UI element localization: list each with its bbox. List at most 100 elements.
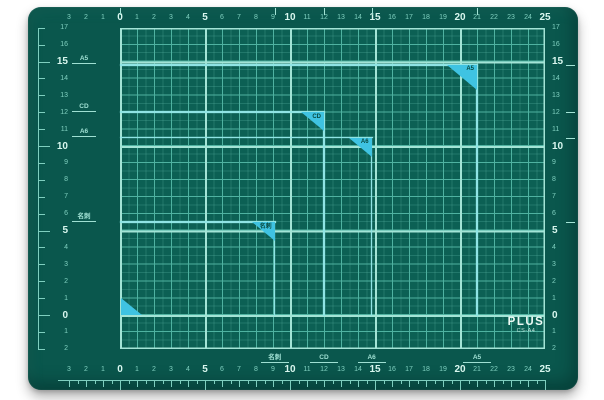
left-edge-ruler-tick: [38, 281, 45, 283]
bottom-edge-ruler-tick: [120, 380, 121, 390]
bottom-edge-ruler-tick: [94, 380, 96, 384]
bottom-edge-ruler-tick: [332, 380, 334, 384]
size-corner-triangle-label: 名刺: [259, 223, 272, 230]
left-edge-ruler-tick: [38, 61, 50, 63]
left-edge-ruler-tick: [38, 331, 45, 333]
bottom-ruler-number: 9: [271, 366, 275, 373]
right-ruler-number: 7: [552, 193, 556, 201]
right-ruler-number: 17: [552, 24, 560, 32]
size-corner-triangle-label: A6: [360, 139, 369, 146]
left-edge-ruler-tick: [38, 27, 45, 29]
bottom-ruler-size-label: A6: [357, 353, 386, 363]
top-ruler-number: 15: [369, 12, 381, 23]
bottom-ruler-number: 3: [169, 366, 173, 373]
bottom-edge-ruler-baseline: [58, 380, 545, 381]
left-ruler-number: 16: [60, 41, 68, 49]
top-ruler-number: 0: [117, 12, 123, 23]
bottom-edge-ruler-tick: [281, 380, 283, 384]
bottom-ruler-number: 3: [67, 366, 71, 373]
top-ruler-number: 20: [454, 12, 466, 23]
size-corner-triangle: [348, 137, 372, 157]
top-ruler-number: 16: [388, 14, 396, 21]
bottom-ruler-number: 25: [539, 364, 551, 375]
left-ruler-size-label: CD: [72, 102, 96, 112]
right-ruler-number: 0: [552, 309, 558, 321]
left-edge-ruler-tick: [38, 230, 50, 232]
top-ruler-number: 2: [152, 14, 156, 21]
bottom-ruler-size-label: A5: [463, 353, 491, 363]
right-ruler-number: 2: [552, 277, 556, 285]
left-edge-ruler-tick: [38, 315, 50, 316]
top-ruler-number: 22: [490, 14, 498, 21]
top-ruler-number: 3: [169, 14, 173, 21]
right-edge-size-dash: [566, 112, 575, 114]
bottom-edge-ruler-tick: [477, 380, 478, 387]
right-ruler-number: 1: [552, 328, 556, 336]
left-ruler-size-label: 名刺: [72, 212, 96, 222]
left-ruler-number: 15: [56, 56, 68, 67]
top-ruler-number: 11: [303, 14, 311, 21]
bottom-ruler-number: 21: [473, 366, 481, 373]
bottom-edge-ruler-tick: [358, 380, 359, 387]
bottom-edge-ruler-tick: [171, 380, 172, 387]
bottom-edge-ruler-tick: [545, 380, 546, 390]
bottom-edge-ruler-tick: [205, 380, 206, 390]
bottom-edge-ruler-tick: [230, 380, 232, 384]
size-corner-triangle: [301, 112, 324, 132]
bottom-ruler-number: 0: [117, 364, 123, 375]
left-ruler-number: 17: [60, 24, 68, 32]
left-ruler-number: 2: [64, 345, 68, 353]
bottom-ruler-size-label: 名刺: [260, 353, 289, 363]
bottom-edge-ruler-tick: [392, 380, 393, 387]
brand-name: PLUS: [507, 316, 545, 328]
bottom-edge-ruler-tick: [239, 380, 240, 387]
left-ruler-number: 7: [64, 193, 68, 201]
bottom-edge-ruler-tick: [179, 380, 181, 384]
left-edge-ruler-tick: [38, 348, 45, 350]
size-guide-top-line: [120, 63, 478, 66]
top-edge-zero-tick: [120, 8, 122, 15]
bottom-edge-ruler-tick: [451, 380, 453, 384]
bottom-ruler-number: 7: [237, 366, 241, 373]
bottom-ruler-number: 1: [101, 366, 105, 373]
top-edge-size-tick: [324, 8, 326, 15]
bottom-edge-ruler-tick: [213, 380, 215, 384]
bottom-ruler-number: 8: [254, 366, 258, 373]
bottom-edge-ruler-tick: [247, 380, 249, 384]
right-edge-size-dash: [566, 64, 575, 67]
bottom-edge-ruler-tick: [273, 380, 274, 387]
bottom-edge-ruler-tick: [188, 380, 189, 387]
size-corner-triangle-label: CD: [312, 113, 321, 120]
left-edge-ruler-tick: [38, 247, 45, 249]
bottom-ruler-size-label: CD: [310, 353, 338, 363]
left-edge-ruler-baseline: [38, 27, 39, 349]
origin-corner-triangle: [121, 298, 142, 315]
left-edge-ruler-tick: [38, 213, 45, 215]
bottom-ruler-number: 23: [507, 366, 515, 373]
bottom-edge-ruler-tick: [502, 380, 504, 384]
right-ruler-number: 10: [552, 140, 564, 152]
top-ruler-number: 1: [101, 14, 105, 21]
right-ruler-number: 4: [552, 243, 556, 251]
size-guide-right-line: [476, 64, 478, 316]
bottom-edge-ruler-tick: [137, 380, 138, 387]
bottom-edge-ruler-tick: [409, 380, 410, 387]
left-edge-ruler-tick: [38, 179, 45, 181]
top-ruler-number: 10: [284, 12, 296, 23]
top-edge-size-tick: [274, 8, 277, 15]
left-edge-ruler-tick: [38, 146, 50, 147]
bottom-edge-ruler-tick: [77, 380, 79, 384]
bottom-edge-ruler-tick: [128, 380, 130, 384]
bottom-ruler-number: 1: [135, 366, 139, 373]
top-ruler-number: 23: [507, 14, 515, 21]
right-ruler-number: 13: [552, 91, 560, 99]
bottom-edge-ruler-tick: [307, 380, 308, 387]
bottom-edge-ruler-tick: [222, 380, 223, 387]
bottom-edge-ruler-tick: [366, 380, 368, 384]
top-ruler-number: 19: [439, 14, 447, 21]
bottom-edge-ruler-tick: [400, 380, 402, 384]
bottom-ruler-number: 5: [202, 364, 208, 375]
right-ruler-number: 5: [552, 225, 558, 236]
bottom-ruler-number: 11: [303, 366, 311, 373]
